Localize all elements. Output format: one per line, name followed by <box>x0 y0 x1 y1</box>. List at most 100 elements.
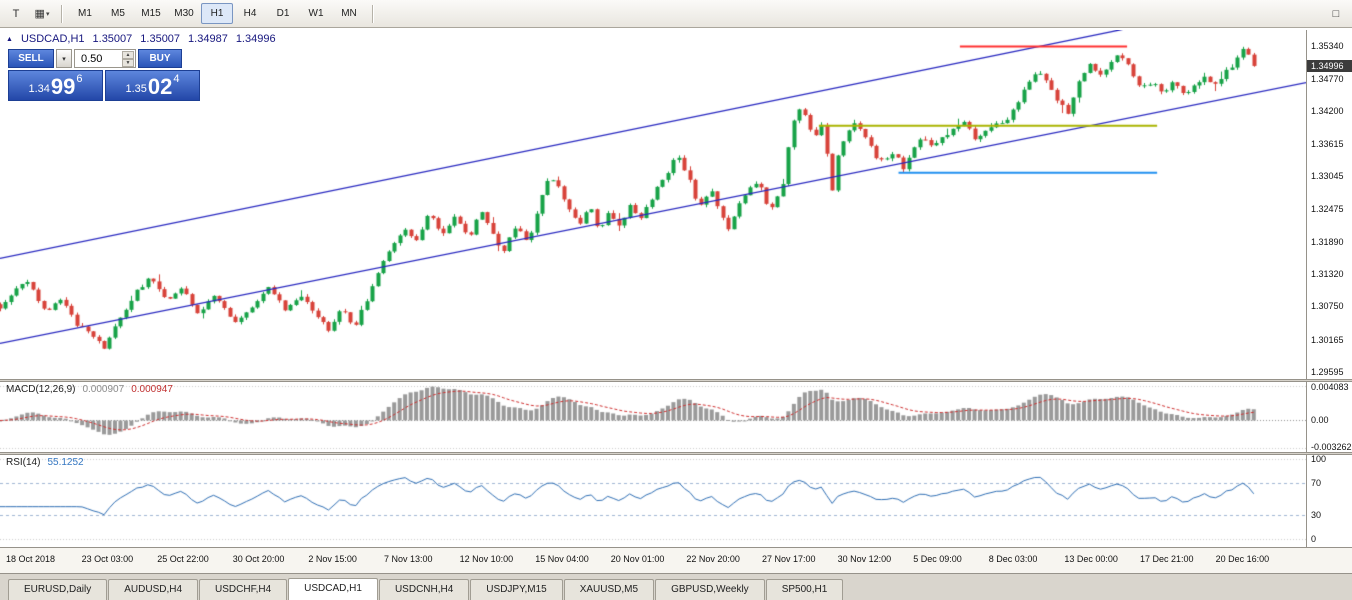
tab-eurusd-daily[interactable]: EURUSD,Daily <box>8 579 108 600</box>
timeframe-buttons: M1 M5 M15 M30 H1 H4 D1 W1 MN <box>69 3 365 24</box>
buy-price-sup: 4 <box>173 73 180 85</box>
rsi-label: RSI(14) 55.1252 <box>6 457 84 468</box>
timeframe-m5[interactable]: M5 <box>111 8 125 19</box>
macd-signal-value: 0.000947 <box>131 384 173 395</box>
rsi-name: RSI(14) <box>6 457 41 468</box>
time-tick-label: 20 Dec 16:00 <box>1215 554 1270 564</box>
ohlc-high: 1.35007 <box>140 33 181 45</box>
buy-button[interactable]: BUY <box>138 49 182 68</box>
buy-price-big: 02 <box>147 74 173 99</box>
rsi-canvas[interactable] <box>0 455 1306 547</box>
price-tick-label: 1.34770 <box>1311 73 1344 84</box>
chart-marker-icon: ▲ <box>6 35 13 43</box>
timeframe-mn[interactable]: MN <box>341 8 357 19</box>
spinner-down-icon[interactable]: ▼ <box>122 59 134 67</box>
current-price-badge: 1.34996 <box>1307 59 1352 72</box>
tab-audusd-h4[interactable]: AUDUSD,H4 <box>108 579 199 600</box>
price-tick-label: 1.33045 <box>1311 171 1344 182</box>
time-tick-label: 15 Nov 04:00 <box>535 554 589 564</box>
toolbar-separator <box>61 4 62 23</box>
order-type-dropdown[interactable]: ▾ <box>56 49 72 68</box>
tab-usdcnh-h4[interactable]: USDCNH,H4 <box>378 579 470 600</box>
price-axis[interactable]: 1.35340 1.34770 1.34200 1.33615 1.33045 1.324… <box>1306 30 1352 547</box>
chart-workspace: ▲ USDCAD,H1 1.35007 1.35007 1.34987 1.34… <box>0 28 1352 600</box>
time-tick-label: 20 Nov 01:00 <box>610 554 665 564</box>
panel-splitter[interactable] <box>0 379 1352 382</box>
volume-spinner: ▲ ▼ <box>122 51 134 67</box>
chart-symbol: USDCAD,H1 <box>20 33 85 45</box>
spinner-up-icon[interactable]: ▲ <box>122 51 134 59</box>
sell-price-button[interactable]: 1.34 99 6 <box>8 70 103 101</box>
price-tick-label: 1.34200 <box>1311 106 1344 117</box>
timeframe-m30[interactable]: M30 <box>174 8 194 19</box>
toolbar-separator <box>372 4 373 23</box>
tab-usdcad-h1[interactable]: USDCAD,H1 <box>288 578 378 600</box>
price-tick-label: 1.33615 <box>1311 139 1344 150</box>
timeframe-h4[interactable]: H4 <box>243 8 257 19</box>
sell-price-prefix: 1.34 <box>28 83 50 95</box>
price-tick-label: 1.32475 <box>1311 203 1344 214</box>
main-chart-canvas[interactable] <box>0 30 1306 379</box>
chart-objects-button[interactable]: ▦ ▾ <box>30 3 54 25</box>
chart-objects-icon: ▦ <box>34 8 45 20</box>
toolbar: T ▦ ▾ M1 M5 M15 M30 H1 H4 D1 W1 MN □ <box>0 0 1352 28</box>
tab-xauusd-m5[interactable]: XAUUSD,M5 <box>563 579 655 600</box>
tab-usdjpy-m15[interactable]: USDJPY,M15 <box>470 579 563 600</box>
sell-button[interactable]: SELL <box>8 49 54 68</box>
time-tick-label: 30 Oct 20:00 <box>232 554 285 564</box>
price-tick-label: 1.30750 <box>1311 301 1344 312</box>
ohlc-close: 1.34996 <box>235 33 276 45</box>
tab-sp500-h1[interactable]: SP500,H1 <box>765 579 844 600</box>
macd-label: MACD(12,26,9) 0.000907 0.000947 <box>6 384 173 395</box>
buy-price-button[interactable]: 1.35 02 4 <box>105 70 200 101</box>
macd-canvas[interactable] <box>0 382 1306 452</box>
chart-tab-bar: EURUSD,Daily AUDUSD,H4 USDCHF,H4 USDCAD,H1 U… <box>0 573 1352 600</box>
volume-box: ▲ ▼ <box>74 49 136 68</box>
time-tick-label: 8 Dec 03:00 <box>988 554 1038 564</box>
price-tick-label: 1.30165 <box>1311 334 1344 345</box>
tab-gbpusd-weekly[interactable]: GBPUSD,Weekly <box>655 579 765 600</box>
tab-usdchf-h4[interactable]: USDCHF,H4 <box>199 579 288 600</box>
rsi-axis-label: 0 <box>1311 534 1317 544</box>
time-tick-label: 13 Dec 00:00 <box>1064 554 1118 564</box>
macd-axis-label: -0.003262 <box>1311 442 1352 452</box>
price-tick-label: 1.29595 <box>1311 366 1344 377</box>
window-restore-icon[interactable]: □ <box>1332 7 1340 20</box>
ohlc-low: 1.34987 <box>188 33 228 45</box>
buy-price-prefix: 1.35 <box>125 83 147 95</box>
macd-axis-label: 0.00 <box>1311 415 1329 426</box>
timeframe-h1[interactable]: H1 <box>201 3 233 24</box>
macd-main-value: 0.000907 <box>82 384 125 395</box>
price-tick-label: 1.31890 <box>1311 236 1344 247</box>
timeframe-w1[interactable]: W1 <box>308 8 324 19</box>
macd-panel: MACD(12,26,9) 0.000907 0.000947 <box>0 382 1306 452</box>
macd-name: MACD(12,26,9) <box>6 384 76 395</box>
rsi-axis-label: 100 <box>1311 454 1327 464</box>
time-tick-label: 5 Dec 09:00 <box>913 554 962 564</box>
rsi-panel: RSI(14) 55.1252 <box>0 455 1306 547</box>
time-tick-label: 25 Oct 22:00 <box>157 554 209 564</box>
time-axis[interactable]: 18 Oct 2018 23 Oct 03:00 25 Oct 22:00 30 Oc… <box>0 547 1352 573</box>
timeframe-m15[interactable]: M15 <box>141 8 161 19</box>
timeframe-m1[interactable]: M1 <box>78 8 92 19</box>
volume-input[interactable] <box>75 51 123 66</box>
panel-splitter[interactable] <box>0 452 1352 455</box>
time-tick-label: 7 Nov 13:00 <box>384 554 433 564</box>
time-tick-label: 27 Nov 17:00 <box>762 554 816 564</box>
rsi-value: 55.1252 <box>47 457 84 468</box>
main-chart-panel: ▲ USDCAD,H1 1.35007 1.35007 1.34987 1.34… <box>0 30 1306 379</box>
rsi-axis-label: 70 <box>1311 478 1322 488</box>
sell-price-sup: 6 <box>76 73 83 85</box>
price-tick-label: 1.31320 <box>1311 269 1344 280</box>
time-tick-label: 23 Oct 03:00 <box>81 554 134 564</box>
macd-axis-label: 0.004083 <box>1311 382 1349 392</box>
timeframe-d1[interactable]: D1 <box>276 8 290 19</box>
chart-header: ▲ USDCAD,H1 1.35007 1.35007 1.34987 1.34… <box>6 33 276 45</box>
sell-price-big: 99 <box>50 74 76 99</box>
time-tick-label: 22 Nov 20:00 <box>686 554 740 564</box>
rsi-axis-label: 30 <box>1311 510 1322 520</box>
time-tick-label: 30 Nov 12:00 <box>837 554 892 564</box>
pointer-tool-icon[interactable]: T <box>12 7 20 20</box>
ohlc-open: 1.35007 <box>92 33 133 45</box>
time-tick-label: 17 Dec 21:00 <box>1140 554 1194 564</box>
